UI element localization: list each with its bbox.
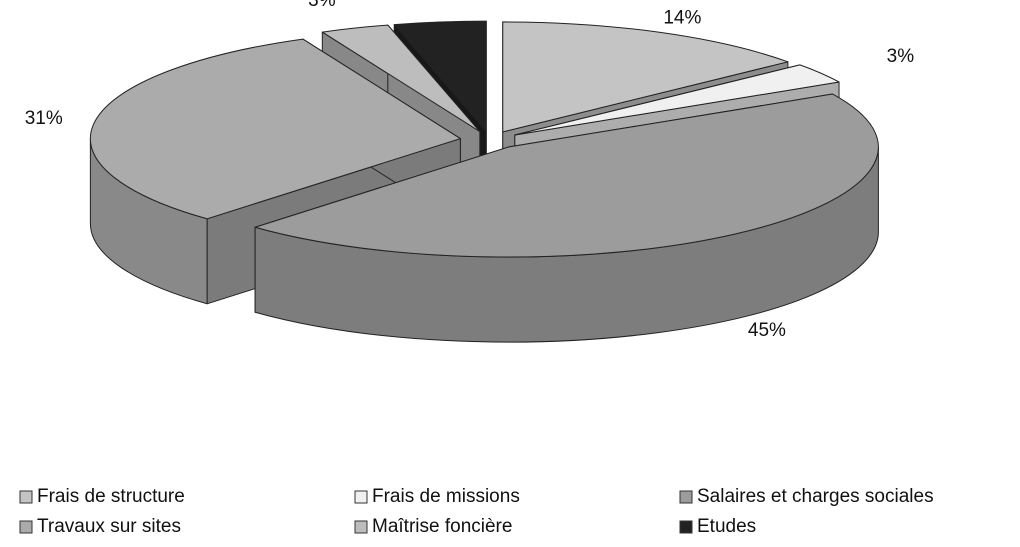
data-label: 45% [748,320,786,341]
data-label: 14% [663,7,701,28]
legend-swatch [19,520,33,534]
data-label: 4% [414,0,442,4]
legend-label: Frais de structure [37,486,185,507]
slice-top [514,64,840,136]
slice-top [393,20,487,132]
legend-swatch [354,520,368,534]
legend-label: Salaires et charges sociales [697,486,934,507]
slice-top [502,21,789,133]
slice-top [321,24,481,133]
legend-label: Etudes [697,516,756,537]
data-label: 3% [308,0,336,11]
data-label: 31% [25,108,63,129]
data-label: 3% [887,46,915,67]
legend-swatch [679,490,693,504]
legend-swatch [19,490,33,504]
legend-swatch [679,520,693,534]
legend-swatch [354,490,368,504]
slice-top [89,38,461,220]
legend-label: Travaux sur sites [37,516,181,537]
legend-label: Frais de missions [372,486,520,507]
pie-slice [254,93,879,343]
slice-top [254,93,879,258]
legend-label: Maîtrise foncière [372,516,512,537]
